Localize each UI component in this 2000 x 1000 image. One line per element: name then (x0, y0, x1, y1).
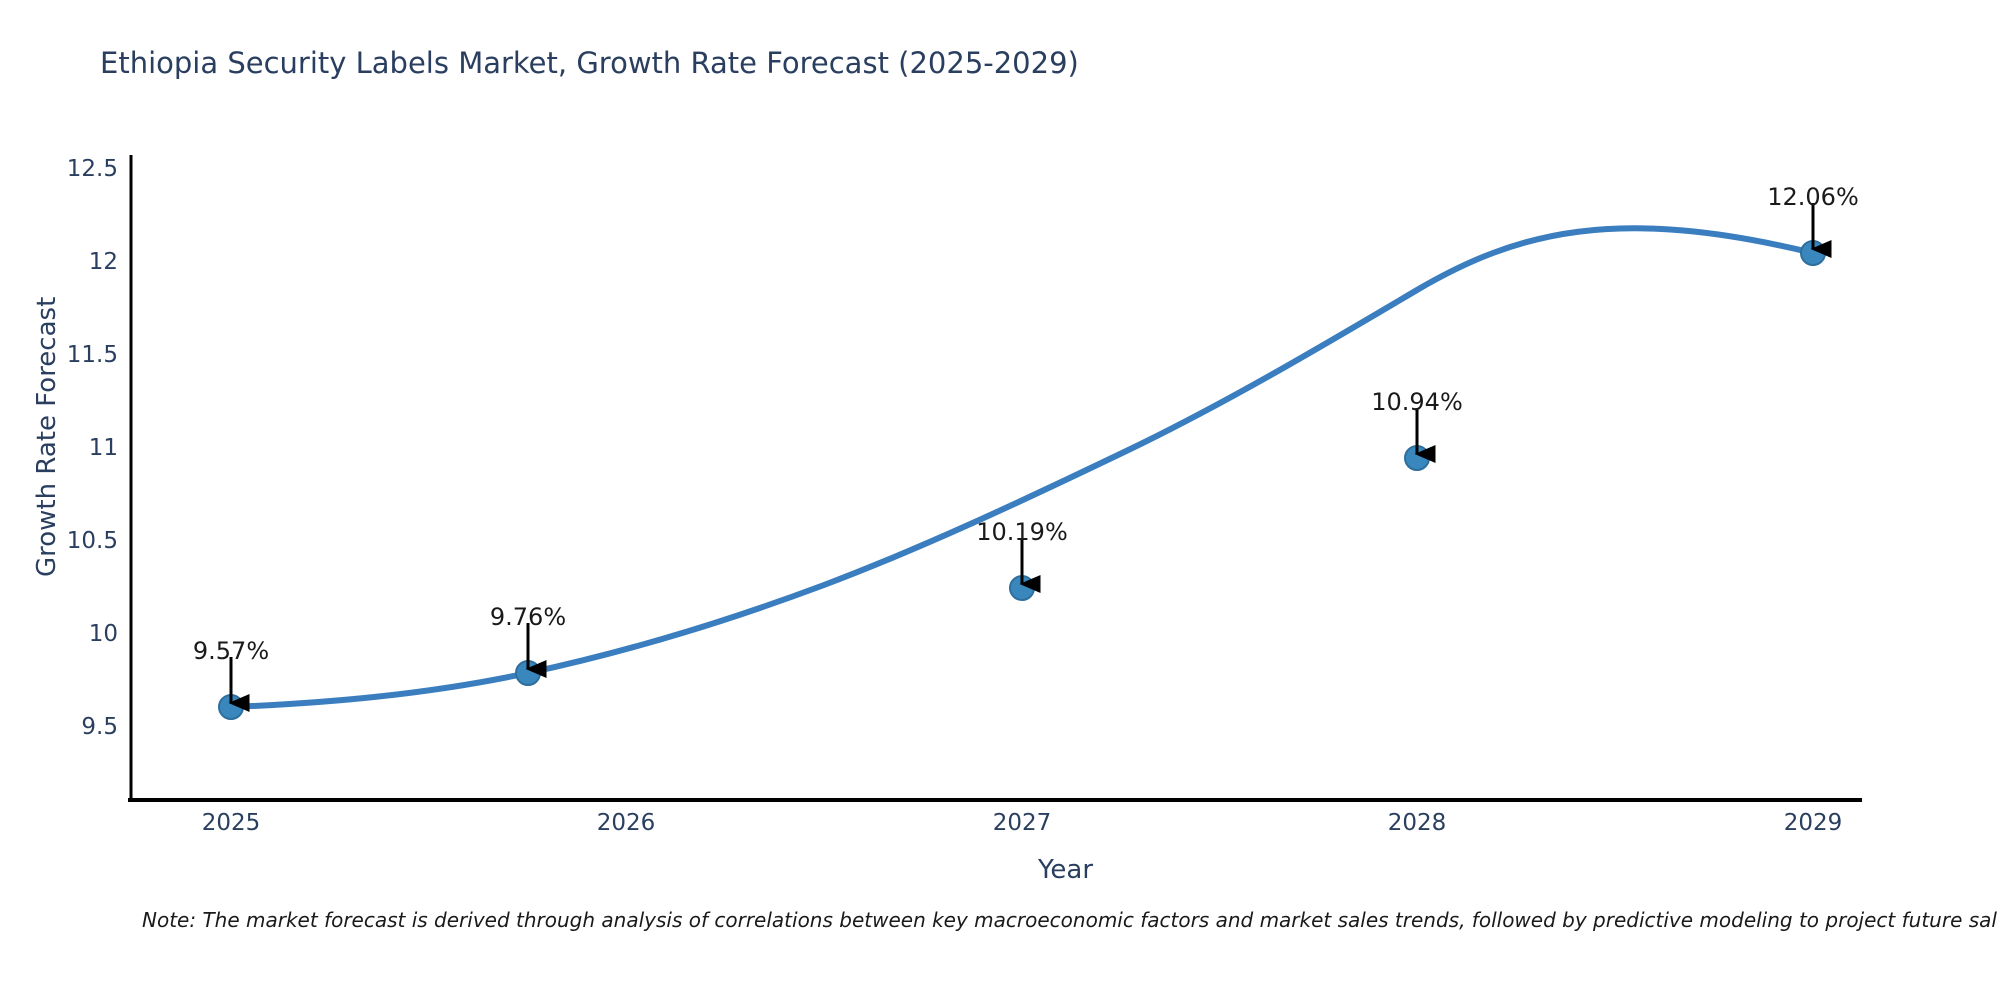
data-line (228, 225, 1816, 710)
data-point-label-2025: 9.57% (192, 637, 270, 665)
x-tick-label-2025: 2025 (201, 810, 261, 836)
chart-footnote: Note: The market forecast is derived thr… (142, 908, 1997, 932)
x-tick-label-2026: 2026 (596, 810, 656, 836)
x-axis-title: Year (0, 855, 2000, 885)
y-tick-label-12: 12 (88, 249, 118, 275)
y-tick-label-10: 10 (88, 621, 118, 647)
chart-title: Ethiopia Security Labels Market, Growth … (100, 46, 1079, 80)
data-point-label-2026: 9.76% (489, 603, 567, 631)
y-tick-label-9-5: 9.5 (81, 714, 118, 740)
x-tick-label-2029: 2029 (1783, 810, 1843, 836)
y-tick-label-11-5: 11.5 (66, 342, 118, 368)
x-tick-label-2028: 2028 (1387, 810, 1447, 836)
y-tick-label-12-5: 12.5 (66, 156, 118, 182)
data-point-label-2027: 10.19% (976, 518, 1068, 546)
y-tick-label-11: 11 (88, 435, 118, 461)
x-axis-title-text: Year (1037, 855, 1094, 885)
x-tick-label-2027: 2027 (992, 810, 1052, 836)
data-point-label-2028: 10.94% (1371, 388, 1463, 416)
data-point-label-2029: 12.06% (1767, 183, 1859, 211)
y-tick-label-10-5: 10.5 (66, 528, 118, 554)
